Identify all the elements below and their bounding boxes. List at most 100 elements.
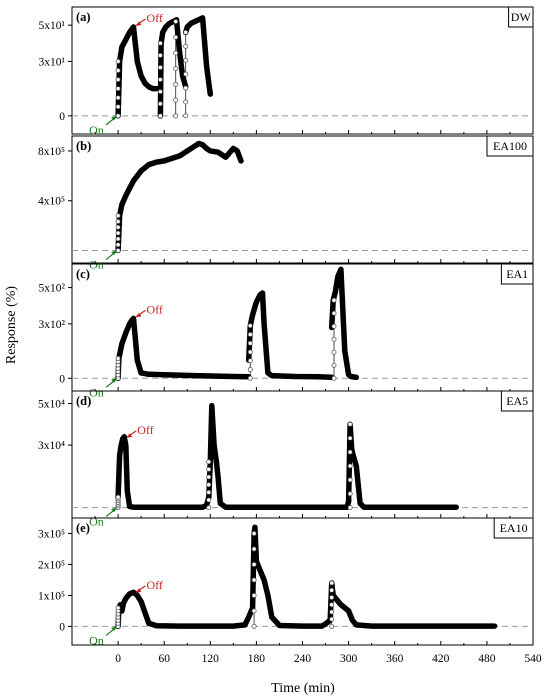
y-tick-label: 0 [59,621,65,633]
panel-label: EA100 [493,139,527,153]
on-label: On [89,515,104,529]
series-line [206,402,352,510]
panel-frame [71,390,534,519]
y-tick-label: 1x10⁵ [38,590,65,602]
data-point [115,104,121,110]
data-point [157,77,163,83]
off-arrowhead [135,312,142,318]
x-axis-title: Time (min) [271,681,335,696]
off-arrowhead [135,588,142,593]
data-point [173,113,179,119]
panel-tag: (b) [76,139,91,153]
on-label: On [89,385,104,399]
series-line [318,580,498,629]
y-tick-label: 4x10⁵ [38,196,65,208]
x-tick-label: 240 [294,653,312,665]
data-point [183,29,189,35]
y-tick-label: 5x10² [39,283,66,295]
data-point [206,489,212,495]
panel-tag: (a) [76,10,91,24]
series-line [242,524,325,629]
data-point [251,546,257,552]
data-point [251,577,257,583]
series-line [115,140,244,254]
y-tick-label: 8x10⁵ [38,146,65,158]
data-point [251,531,257,536]
on-label: On [89,633,104,647]
series-line [157,16,189,119]
data-point [331,323,337,329]
off-label: Off [146,302,162,316]
data-point [115,242,121,248]
data-point [183,43,189,49]
y-tick-label: 5x10¹ [39,20,66,32]
series-line [328,266,360,381]
data-point [329,616,335,622]
panel-ea5: 3x10⁴ 5x10⁴ (d) EA5 On Off [38,390,534,529]
panel-dw: 0 3x10¹ 5x10¹ (a) DW On Off [39,6,534,137]
data-point [331,349,337,355]
data-point [183,57,189,63]
panel-tag: (d) [76,394,91,408]
x-tick-label: 480 [478,653,496,665]
panel-label: EA5 [506,394,528,408]
y-tick-label: 3x10⁵ [38,528,65,540]
x-tick-label: 0 [115,653,121,665]
panel-frame [71,135,534,264]
data-point [331,362,337,368]
panel-label: DW [511,10,532,24]
data-point [157,101,163,107]
x-tick-label: 540 [524,653,542,665]
panel-label: EA10 [500,521,528,535]
data-point [247,349,253,355]
data-point [115,219,121,224]
on-arrowhead [111,378,118,383]
data-point [183,71,189,77]
data-point [247,323,253,329]
on-label: On [89,258,104,272]
y-tick-label: 5x10⁴ [38,398,65,410]
data-point [115,224,121,230]
data-point [206,497,212,503]
data-point [329,609,335,615]
data-point [331,336,337,342]
data-point [173,19,179,24]
data-point [251,562,257,567]
data-point [347,435,353,441]
on-arrowhead [111,250,118,256]
data-point [115,77,121,83]
data-point [206,474,212,480]
series-line [115,315,252,382]
data-point [347,449,353,455]
data-point [206,466,212,472]
data-point [115,213,121,219]
x-tick-label: 360 [386,653,404,665]
data-point [173,66,179,72]
y-tick-label: 0 [59,111,65,123]
data-point [115,86,121,92]
data-point [331,375,337,381]
y-axis-title: Response (%) [4,286,19,364]
data-point [331,310,337,316]
y-tick-label: 3x10¹ [39,56,66,68]
on-arrowhead [111,115,118,121]
panel-label-box [493,517,534,539]
y-tick-label: 3x10² [39,319,66,331]
series-line [182,15,214,97]
data-point [251,623,257,629]
y-tick-label: 3x10⁴ [38,440,65,452]
data-point [247,375,253,381]
on-arrowhead [111,507,118,513]
data-point [331,297,337,303]
on-label: On [89,123,104,137]
on-arrowhead [111,626,118,631]
data-point [115,248,121,253]
data-point [347,421,353,427]
data-point [206,459,212,465]
data-point [183,113,189,119]
data-point [251,608,257,614]
data-point [173,34,179,40]
panel-tag: (e) [76,521,90,535]
panel-label-box [486,135,534,157]
